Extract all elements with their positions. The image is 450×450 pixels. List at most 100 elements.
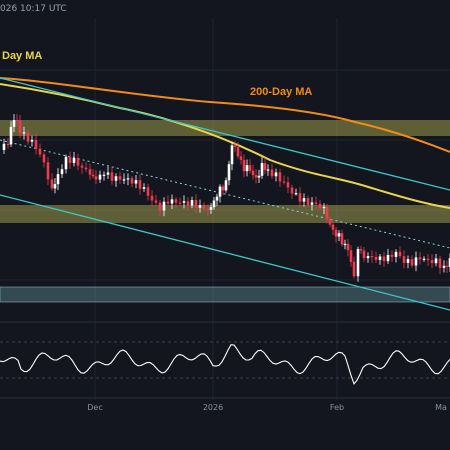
candle-body xyxy=(218,186,222,197)
candle-body xyxy=(390,254,394,257)
ma-label-day: Day MA xyxy=(2,50,42,62)
candle-body xyxy=(410,259,414,266)
candle-body xyxy=(286,182,290,188)
candle-body xyxy=(434,258,438,264)
ma-100-line xyxy=(0,83,450,209)
candle-body xyxy=(260,163,264,176)
candle-body xyxy=(298,193,302,202)
candle-body xyxy=(322,206,326,209)
candle-body xyxy=(154,200,158,203)
candle-body xyxy=(215,196,219,201)
candle-body xyxy=(352,261,356,277)
candle-body xyxy=(50,179,54,189)
candle-body xyxy=(445,265,449,267)
candle-body xyxy=(38,148,42,155)
candle-body xyxy=(254,175,258,178)
candle-body xyxy=(206,208,210,211)
candle-body xyxy=(202,205,206,209)
candle-body xyxy=(263,163,267,171)
candle-body xyxy=(224,180,228,191)
candle-body xyxy=(325,206,329,220)
candle-body xyxy=(343,243,347,246)
candle-body xyxy=(402,256,406,263)
candle-body xyxy=(12,120,16,127)
candle-body xyxy=(146,187,150,196)
candle-body xyxy=(248,165,252,171)
candle-body xyxy=(318,203,322,209)
candle-body xyxy=(182,201,186,203)
candle-body xyxy=(448,258,450,267)
candle-body xyxy=(64,156,68,170)
candle-body xyxy=(34,139,38,149)
candle-body xyxy=(60,169,64,175)
candle-body xyxy=(84,167,88,170)
candle-body xyxy=(278,172,282,182)
candle-body xyxy=(239,156,243,160)
candle-body xyxy=(314,202,318,204)
candle-body xyxy=(68,156,72,163)
x-tick-feb: Feb xyxy=(330,403,344,412)
candle-body xyxy=(102,174,106,176)
candle-body xyxy=(227,164,231,181)
candle-body xyxy=(310,202,314,205)
candle-body xyxy=(110,172,114,181)
candle-body xyxy=(334,229,338,237)
candle-body xyxy=(186,201,190,206)
candle-body xyxy=(356,249,360,277)
candle-body xyxy=(245,165,249,172)
candle-body xyxy=(414,257,418,266)
candle-body xyxy=(118,176,122,180)
candle-body xyxy=(134,180,138,184)
candle-body xyxy=(9,126,13,145)
candle-body xyxy=(126,178,130,180)
candle-body xyxy=(114,176,118,181)
candle-body xyxy=(362,250,366,259)
x-tick-dec: Dec xyxy=(87,403,102,412)
x-tick-2026: 2026 xyxy=(203,403,223,412)
candle-body xyxy=(72,157,76,163)
candle-body xyxy=(398,251,402,257)
candle-body xyxy=(158,202,162,211)
candle-body xyxy=(162,201,166,211)
candle-body xyxy=(138,180,142,189)
supply-zone-upper xyxy=(0,120,450,136)
candle-body xyxy=(30,139,34,142)
candle-body xyxy=(18,120,22,134)
candle-body xyxy=(438,258,442,268)
candle-body xyxy=(194,200,198,208)
candle-body xyxy=(233,145,237,147)
candle-body xyxy=(290,187,294,194)
timestamp: 026 10:17 UTC xyxy=(0,4,67,14)
candle-body xyxy=(15,120,19,122)
candle-body xyxy=(80,165,84,168)
candle-body xyxy=(270,169,274,177)
x-tick-mar: Ma xyxy=(435,403,447,412)
candle-body xyxy=(337,233,341,237)
support-zone xyxy=(0,286,450,303)
candle-body xyxy=(166,201,170,204)
candle-body xyxy=(426,258,430,261)
candle-body xyxy=(406,259,410,263)
candle-body xyxy=(274,172,278,177)
candle-body xyxy=(190,200,194,206)
candle-body xyxy=(378,256,382,260)
candle-body xyxy=(56,174,60,185)
candle-body xyxy=(150,195,154,201)
candle-body xyxy=(349,250,353,262)
candle-body xyxy=(266,169,270,171)
candle-body xyxy=(430,260,434,264)
candle-body xyxy=(442,265,446,268)
candle-body xyxy=(178,202,182,204)
candle-body xyxy=(328,219,332,225)
candle-body xyxy=(236,146,240,157)
candle-body xyxy=(212,200,216,208)
candle-body xyxy=(359,249,363,251)
candle-body xyxy=(130,178,134,184)
candle-body xyxy=(88,169,92,175)
candle-body xyxy=(331,224,335,230)
ma-label-200: 200-Day MA xyxy=(250,86,312,98)
candle-body xyxy=(174,199,178,203)
candle-body xyxy=(306,198,310,205)
rsi-pane xyxy=(0,341,450,385)
candle-body xyxy=(6,143,10,145)
